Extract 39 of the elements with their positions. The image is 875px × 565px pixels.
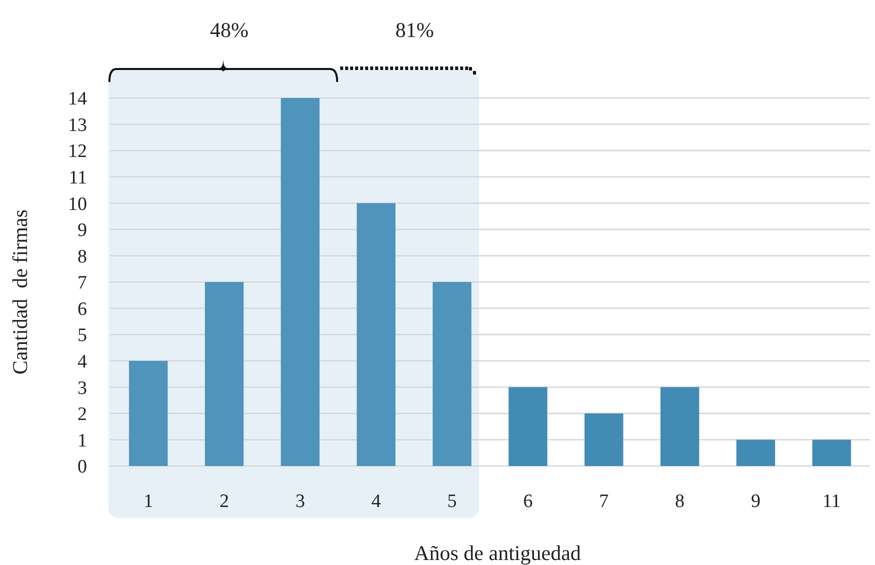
x-tick-label: 9 — [750, 491, 760, 512]
bar — [584, 413, 624, 466]
y-tick-label: 1 — [78, 430, 87, 452]
y-tick-label: 14 — [68, 88, 88, 110]
y-tick-label: 2 — [78, 404, 87, 426]
y-tick-label: 6 — [78, 298, 87, 320]
y-tick-label: 12 — [68, 141, 87, 162]
y-tick-label: 3 — [78, 378, 87, 399]
x-tick-label: 1 — [144, 491, 154, 512]
y-tick-label: 0 — [78, 456, 87, 478]
bar — [356, 203, 396, 466]
x-tick-label: 11 — [822, 491, 841, 512]
bar — [812, 440, 852, 466]
y-tick-label: 11 — [68, 168, 87, 189]
x-tick-label: 8 — [675, 491, 685, 512]
x-tick-label: 7 — [599, 491, 609, 512]
bar — [432, 282, 472, 466]
x-tick-label: 6 — [523, 491, 533, 512]
bar — [736, 440, 776, 466]
text: 48% — [210, 18, 249, 42]
bar — [128, 360, 168, 466]
bar — [280, 98, 320, 466]
y-tick-label: 5 — [78, 325, 87, 346]
y-axis-title: Cantidad de firmas — [8, 209, 32, 375]
bar — [660, 387, 700, 466]
y-tick-label: 10 — [68, 194, 87, 215]
y-tick-label: 13 — [68, 114, 87, 136]
x-tick-label: 4 — [371, 491, 382, 512]
text: 81% — [395, 18, 434, 42]
y-tick-label: 9 — [78, 220, 87, 242]
x-axis-title: Años de antiguedad — [414, 541, 582, 565]
x-tick-label: 5 — [447, 491, 457, 512]
x-tick-label: 3 — [295, 491, 305, 512]
bar — [204, 282, 244, 466]
x-tick-label: 2 — [220, 491, 230, 512]
y-tick-label: 8 — [78, 246, 87, 268]
y-tick-label: 4 — [78, 352, 88, 373]
y-tick-label: 7 — [78, 272, 87, 294]
bar — [508, 387, 548, 466]
